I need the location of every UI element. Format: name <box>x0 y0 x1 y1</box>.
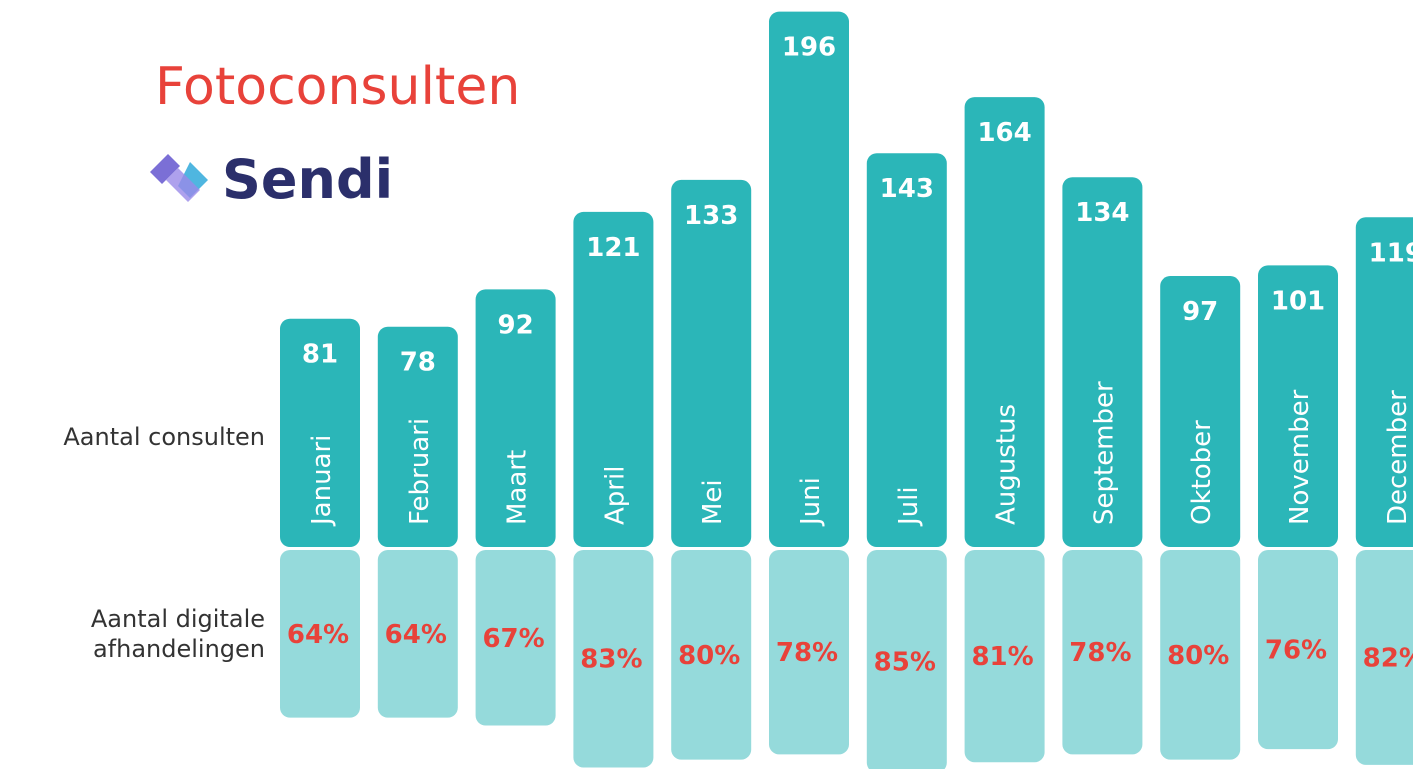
value-label: 143 <box>880 174 934 204</box>
value-label: 133 <box>684 201 738 231</box>
value-label: 121 <box>586 233 640 263</box>
category-label: Januari <box>307 435 337 527</box>
category-label: September <box>1089 381 1119 525</box>
value-label: 78% <box>776 638 838 668</box>
category-label: Oktober <box>1187 420 1217 525</box>
value-label: 80% <box>1167 641 1229 671</box>
category-label: Maart <box>503 450 533 525</box>
category-label: November <box>1285 389 1315 525</box>
logo-icon <box>150 154 208 202</box>
value-label: 196 <box>782 33 836 63</box>
row-label: Aantal digitale afhandelingen <box>5 604 265 664</box>
category-label: Augustus <box>992 404 1022 525</box>
value-label: 78% <box>1069 638 1131 668</box>
category-label: December <box>1383 390 1413 525</box>
value-label: 119 <box>1369 238 1413 268</box>
value-label: 97 <box>1182 297 1218 327</box>
category-label: Februari <box>405 418 435 525</box>
value-label: 134 <box>1075 198 1129 228</box>
page: Fotoconsulten Sendi 81 Januari 64% 78 Februa… <box>0 0 1413 769</box>
value-label: 92 <box>498 310 534 340</box>
row-label: Aantal consulten <box>5 422 265 452</box>
value-label: 64% <box>287 620 349 650</box>
bar <box>769 12 849 547</box>
value-label: 64% <box>385 620 447 650</box>
value-label: 76% <box>1265 636 1327 666</box>
category-label: Mei <box>698 479 728 525</box>
category-label: Juli <box>894 486 924 527</box>
chart-title: Fotoconsulten <box>155 57 520 117</box>
value-label: 67% <box>482 624 544 654</box>
value-label: 80% <box>678 641 740 671</box>
value-label: 81 <box>302 340 338 370</box>
category-label: April <box>600 466 630 525</box>
value-label: 164 <box>977 118 1031 148</box>
value-label: 101 <box>1271 286 1325 316</box>
brand-name: Sendi <box>222 148 393 211</box>
value-label: 78 <box>400 348 436 378</box>
value-label: 85% <box>874 647 936 677</box>
value-label: 82% <box>1363 643 1413 673</box>
category-label: Juni <box>796 477 826 527</box>
value-label: 83% <box>580 645 642 675</box>
value-label: 81% <box>971 642 1033 672</box>
